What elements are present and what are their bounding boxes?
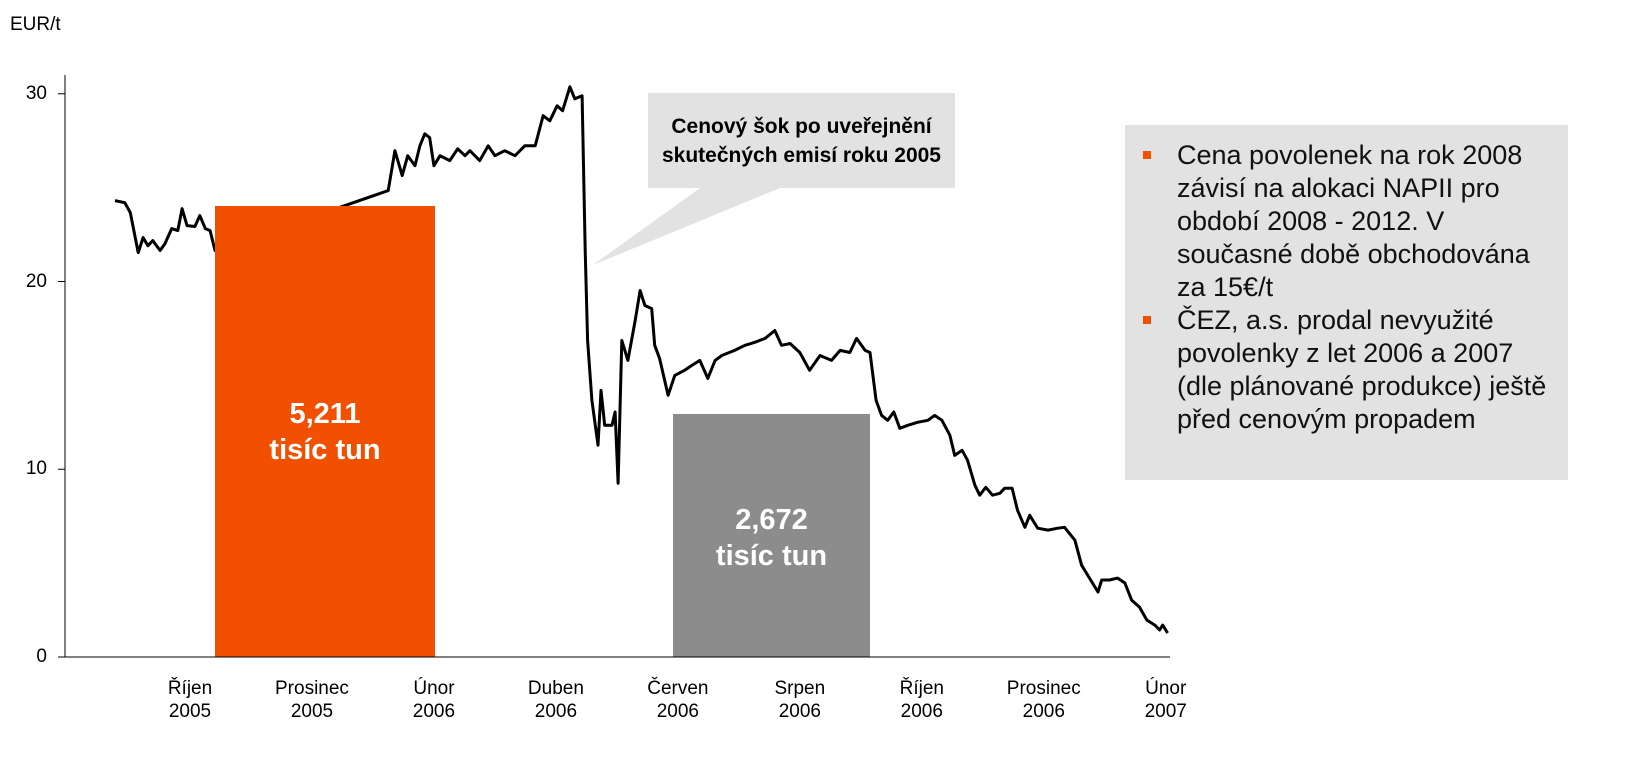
notes: Cena povolenek na rok 2008 závisí na alo… — [1125, 125, 1568, 480]
x-tick-label: Říjen 2005 — [167, 678, 213, 722]
callout-pointer — [593, 188, 780, 265]
price-line — [114, 85, 1169, 634]
x-tick-label: Únor 2007 — [1144, 678, 1187, 722]
y-tick-label: 20 — [25, 270, 47, 292]
x-tick-label: Říjen 2006 — [899, 678, 944, 722]
callout-box — [648, 93, 955, 188]
x-tick-label: Prosinec 2005 — [275, 678, 349, 722]
x-tick-label: Červen 2006 — [647, 678, 709, 722]
callout-text: Cenový šok po uveřejnění skutečných emis… — [662, 114, 941, 167]
note: Cena povolenek na rok 2008 závisí na alo… — [1143, 139, 1552, 304]
gray-box — [673, 414, 870, 657]
orange-box — [215, 206, 435, 657]
note: ČEZ, a.s. prodal nevyužité povolenky z l… — [1143, 304, 1552, 436]
y-tick-label: 0 — [36, 646, 47, 667]
box-label: 2,672 tisíc tun — [715, 504, 828, 572]
x-tick-label: Duben 2006 — [527, 678, 584, 722]
axes — [58, 75, 1170, 658]
x-tick-label: Srpen 2006 — [774, 678, 826, 722]
y-tick-label: 10 — [25, 458, 47, 480]
x-tick-label: Únor 2006 — [412, 678, 456, 722]
y-axis-label: EUR/t — [10, 14, 61, 35]
box-label: 5,211 tisíc tun — [269, 398, 381, 466]
x-tick-label: Prosinec 2006 — [1006, 678, 1081, 722]
line-layer — [114, 85, 1169, 634]
y-tick-label: 30 — [25, 82, 47, 104]
